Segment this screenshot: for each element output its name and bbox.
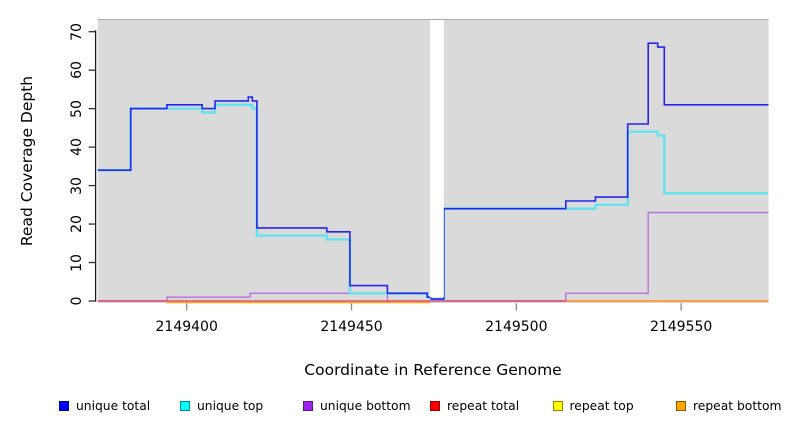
x-tick-label: 2149550 bbox=[649, 319, 713, 335]
legend-label: unique total bbox=[76, 398, 151, 413]
x-tick-label: 2149450 bbox=[320, 319, 383, 335]
legend-swatch bbox=[676, 400, 686, 411]
legend-item-repeat-bottom: repeat bottom bbox=[676, 398, 782, 413]
legend-swatch bbox=[59, 400, 69, 411]
legend-label: repeat total bbox=[447, 398, 520, 413]
legend-item-repeat-top: repeat top bbox=[552, 398, 634, 413]
y-tick-label: 10 bbox=[69, 253, 85, 272]
legend-label: unique top bbox=[197, 398, 264, 413]
legend-item-unique-top: unique top bbox=[180, 398, 264, 413]
legend-label: repeat bottom bbox=[693, 398, 782, 413]
y-tick-label: 40 bbox=[69, 138, 85, 157]
legend-item-unique-bottom: unique bottom bbox=[303, 398, 411, 413]
x-axis-title: Coordinate in Reference Genome bbox=[304, 361, 562, 379]
y-tick-label: 50 bbox=[69, 99, 85, 118]
legend-item-repeat-total: repeat total bbox=[430, 398, 520, 413]
legend-swatch bbox=[430, 400, 440, 411]
y-tick-label: 70 bbox=[69, 22, 85, 41]
legend-label: repeat top bbox=[569, 398, 634, 413]
y-tick-label: 20 bbox=[69, 215, 85, 233]
y-tick-label: 0 bbox=[69, 296, 85, 306]
y-axis-title: Read Coverage Depth bbox=[18, 75, 36, 247]
legend-swatch bbox=[180, 400, 190, 411]
legend-item-unique-total: unique total bbox=[59, 398, 151, 413]
legend-label: unique bottom bbox=[320, 398, 411, 413]
legend-swatch bbox=[303, 400, 313, 411]
y-tick-label: 30 bbox=[69, 176, 85, 195]
legend-swatch bbox=[552, 400, 563, 411]
y-tick-label: 60 bbox=[69, 61, 85, 80]
x-tick-label: 2149500 bbox=[485, 319, 548, 335]
x-tick-label: 2149400 bbox=[155, 319, 218, 335]
